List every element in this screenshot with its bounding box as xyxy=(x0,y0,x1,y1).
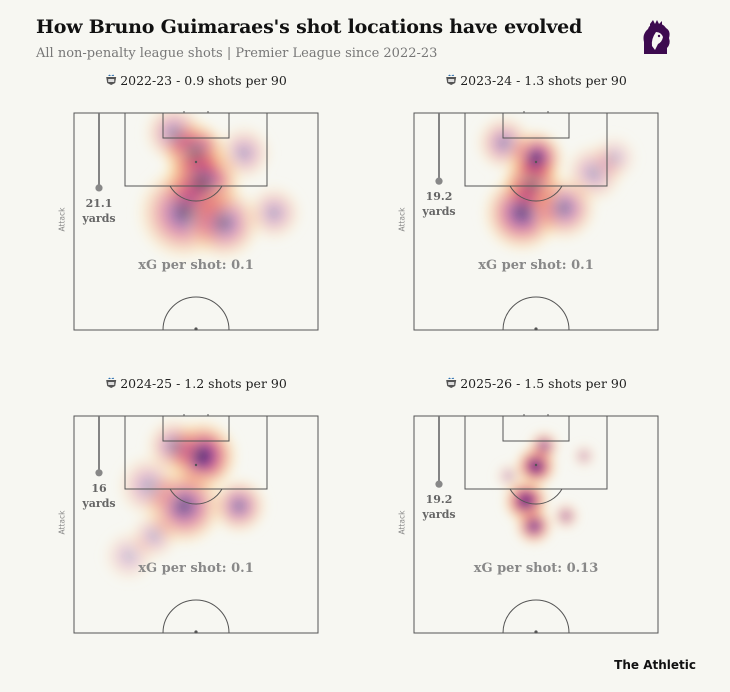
goal xyxy=(523,414,549,417)
penalty-spot xyxy=(534,160,538,164)
centre-circle xyxy=(162,599,230,634)
penalty-spot xyxy=(194,463,198,467)
pitch-heatmap xyxy=(73,111,319,331)
distance-marker xyxy=(95,469,103,477)
heat-blob xyxy=(514,506,554,546)
panel-title-text: 2023-24 - 1.3 shots per 90 xyxy=(460,73,627,88)
centre-circle xyxy=(502,599,570,634)
penalty-spot xyxy=(534,463,538,467)
avg-distance-label: 19.2 yards xyxy=(419,492,459,522)
xg-per-shot-label: xG per shot: 0.13 xyxy=(473,561,599,576)
penalty-arc xyxy=(169,185,223,202)
avg-distance-label: 16 yards xyxy=(79,481,119,511)
heat-blob xyxy=(528,430,560,462)
penalty-arc xyxy=(169,488,223,505)
attack-label: Attack xyxy=(397,510,407,535)
panel-title: 2025-26 - 1.5 shots per 90 xyxy=(445,376,627,391)
panel-title-text: 2025-26 - 1.5 shots per 90 xyxy=(460,376,627,391)
heat-blob xyxy=(495,462,523,490)
attack-label: Attack xyxy=(57,510,67,535)
penalty-arc xyxy=(509,488,563,505)
heat-density xyxy=(134,113,304,263)
penalty-arc xyxy=(509,185,563,202)
heat-blob xyxy=(552,502,580,530)
goal xyxy=(523,111,549,114)
xg-per-shot-label: xG per shot: 0.1 xyxy=(478,258,594,273)
panel-title-text: 2024-25 - 1.2 shots per 90 xyxy=(120,376,287,391)
chart-title: How Bruno Guimaraes's shot locations hav… xyxy=(36,16,583,38)
avg-distance-value: 16 xyxy=(91,481,107,495)
attack-label: Attack xyxy=(397,207,407,232)
heat-density xyxy=(474,113,639,255)
avg-distance-unit: yards xyxy=(422,205,456,219)
heat-blob xyxy=(209,476,269,536)
newcastle-crest-icon xyxy=(446,74,457,85)
heat-blob xyxy=(244,183,304,243)
heat-blob xyxy=(128,510,180,562)
centre-spot xyxy=(194,327,198,331)
avg-distance-unit: yards xyxy=(82,496,116,510)
heat-blob xyxy=(144,416,204,476)
panel-title: 2023-24 - 1.3 shots per 90 xyxy=(445,73,627,88)
heat-density xyxy=(495,430,596,546)
newcastle-crest-icon xyxy=(106,377,117,388)
premier-league-lion-icon xyxy=(643,20,670,54)
heat-density xyxy=(101,416,269,584)
avg-distance-label: 21.1 yards xyxy=(79,196,119,226)
centre-circle xyxy=(502,296,570,331)
centre-spot xyxy=(194,630,198,634)
avg-distance-unit: yards xyxy=(422,508,456,522)
goal xyxy=(183,111,209,114)
newcastle-crest-icon xyxy=(446,377,457,388)
chart-subtitle: All non-penalty league shots | Premier L… xyxy=(36,46,438,61)
centre-spot xyxy=(534,327,538,331)
heat-blob xyxy=(474,113,534,173)
distance-marker xyxy=(435,480,443,488)
xg-per-shot-label: xG per shot: 0.1 xyxy=(138,561,254,576)
pitch-heatmap xyxy=(413,414,659,634)
panel-title-text: 2022-23 - 0.9 shots per 90 xyxy=(120,73,287,88)
heat-blob xyxy=(572,444,596,468)
avg-distance-value: 19.2 xyxy=(425,493,453,507)
centre-circle xyxy=(162,296,230,331)
panel-title: 2022-23 - 0.9 shots per 90 xyxy=(105,73,287,88)
heat-blob xyxy=(589,133,639,183)
centre-spot xyxy=(534,630,538,634)
heat-blob xyxy=(142,113,206,165)
attack-label: Attack xyxy=(57,207,67,232)
distance-marker xyxy=(95,184,103,192)
newcastle-crest-icon xyxy=(106,74,117,85)
goal xyxy=(183,414,209,417)
heat-blob xyxy=(214,123,274,183)
avg-distance-label: 19.2 yards xyxy=(419,189,459,219)
distance-marker xyxy=(435,177,443,185)
pitch-heatmap xyxy=(73,414,319,634)
panel-title: 2024-25 - 1.2 shots per 90 xyxy=(105,376,287,391)
xg-per-shot-label: xG per shot: 0.1 xyxy=(138,258,254,273)
brand-logo-text: The Athletic xyxy=(614,658,696,672)
penalty-spot xyxy=(194,160,198,164)
heat-blob xyxy=(184,183,264,263)
pitch-heatmap xyxy=(413,111,659,331)
avg-distance-value: 21.1 xyxy=(85,196,113,210)
avg-distance-value: 19.2 xyxy=(425,190,453,204)
avg-distance-unit: yards xyxy=(82,211,116,225)
